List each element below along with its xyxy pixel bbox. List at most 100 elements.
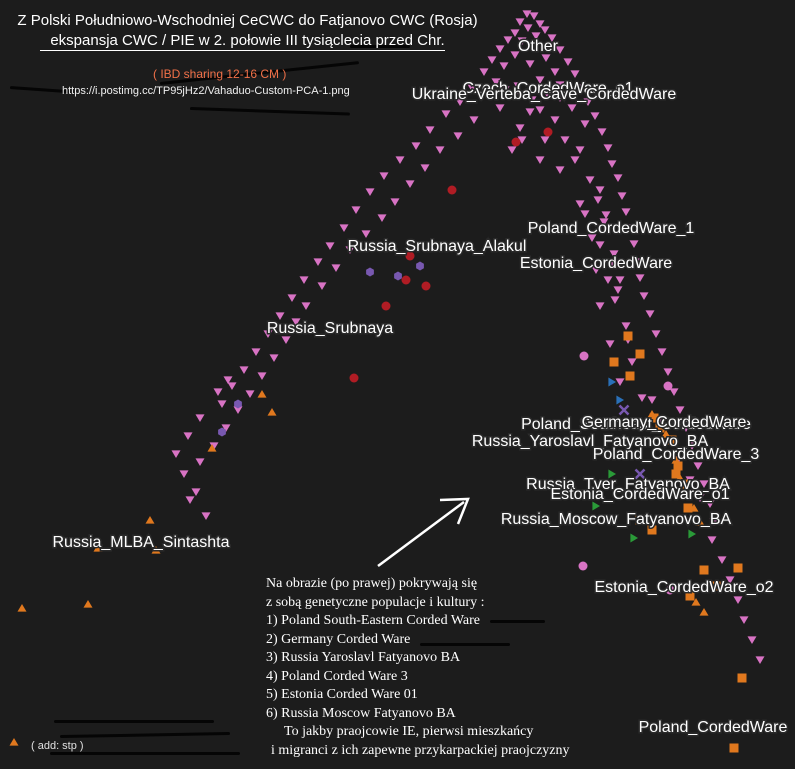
population-label-halo: Estonia_CordedWare [520, 255, 672, 272]
point-pink-triangle-down [675, 406, 685, 415]
point-pink-triangle-down [531, 32, 541, 41]
point-pink-triangle-down [495, 45, 505, 54]
point-orange-square [673, 461, 683, 471]
population-label: Russia_Moscow_Fatyanovo_BA [501, 511, 732, 528]
point-pink-triangle-down [575, 200, 585, 209]
point-pink-triangle-down [587, 234, 597, 243]
point-pink-triangle-down [580, 120, 590, 129]
point-orange-square [625, 371, 635, 381]
point-pink-triangle-down [560, 136, 570, 145]
point-orange-triangle-up [93, 543, 103, 552]
point-pink-triangle-down [515, 124, 525, 133]
point-orange-square [711, 581, 721, 591]
point-pink-triangle-down [535, 76, 545, 85]
point-pink-triangle-down [725, 576, 735, 585]
point-orange-triangle-up [691, 597, 701, 606]
point-pink-triangle-down [217, 400, 227, 409]
black-marker-stroke [54, 720, 214, 723]
point-pink-triangle-down [183, 432, 193, 441]
point-pink-triangle-down [645, 310, 655, 319]
point-pink-triangle-down [669, 388, 679, 397]
point-pink-triangle-down [495, 104, 505, 113]
point-pink-triangle-down [550, 68, 560, 77]
point-orange-triangle-up [9, 737, 19, 746]
point-pink-triangle-down [213, 388, 223, 397]
point-red-circle [511, 137, 521, 147]
point-pink-triangle-down [709, 518, 719, 527]
point-pink-triangle-down [693, 462, 703, 471]
point-pink-triangle-down [605, 340, 615, 349]
point-pink-triangle-down [657, 348, 667, 357]
point-orange-triangle-up [267, 407, 277, 416]
point-pink-triangle-down [555, 166, 565, 175]
point-pink-triangle-down [467, 84, 477, 93]
point-pink-triangle-down [257, 372, 267, 381]
point-pink-triangle-down [563, 58, 573, 67]
population-label: Russia_MLBA_Sintashta [53, 534, 230, 551]
point-pink-triangle-down [453, 132, 463, 141]
point-pink-triangle-down [599, 218, 609, 227]
point-orange-square [623, 331, 633, 341]
population-label: Estonia_CordedWare [520, 255, 672, 272]
point-pink-triangle-down [301, 302, 311, 311]
population-label-halo: Russia_Yaroslavl_Fatyanovo_BA [472, 433, 709, 450]
point-pink-triangle-down [527, 96, 537, 105]
point-red-circle [349, 373, 359, 383]
black-marker-stroke [420, 643, 510, 646]
point-pink-triangle-down [281, 336, 291, 345]
population-label: Russia_Srubnaya_Alakul [348, 238, 527, 255]
point-pink-triangle-down [209, 442, 219, 451]
point-orange-square [699, 565, 709, 575]
point-purple-hexagon [366, 267, 374, 277]
point-pink-triangle-down [441, 110, 451, 119]
annotation-line: 4) Poland Corded Ware 3 [266, 668, 408, 684]
point-pink-triangle-down [647, 396, 657, 405]
point-pink-triangle-down [541, 54, 551, 63]
point-pink-triangle-down [395, 156, 405, 165]
point-pink-triangle-down [595, 241, 605, 250]
point-pink-triangle-down [535, 156, 545, 165]
population-label-halo: Russia_MLBA_Sintashta [53, 534, 230, 551]
point-pink-triangle-down [179, 470, 189, 479]
point-pink-triangle-down [603, 276, 613, 285]
point-pink-triangle-down [517, 136, 527, 145]
point-pink-triangle-down [269, 354, 279, 363]
point-orange-triangle-up [695, 517, 705, 526]
point-pink-triangle-down [577, 84, 587, 93]
point-pink-triangle-down [639, 292, 649, 301]
point-orange-triangle-up [207, 443, 217, 452]
point-pink-triangle-down [491, 78, 501, 87]
point-pink-triangle-down [687, 442, 697, 451]
point-orange-square [667, 435, 677, 445]
point-pink-triangle-down [233, 406, 243, 415]
point-pink-triangle-down [525, 60, 535, 69]
point-pink-triangle-down [251, 348, 261, 357]
point-pink-circle [665, 585, 675, 595]
title-line-2: ekspansja CWC / PIE w 2. połowie III tys… [50, 32, 445, 49]
point-pink-triangle-down [540, 136, 550, 145]
point-purple-hexagon [234, 399, 242, 409]
population-label-halo: Czech_CordedWare_o1 [462, 80, 633, 97]
point-pink-triangle-down [345, 246, 355, 255]
population-label: Poland_CordedWare_1 [528, 220, 695, 237]
point-pink-triangle-down [613, 174, 623, 183]
point-pink-triangle-down [227, 382, 237, 391]
point-pink-triangle-down [717, 556, 727, 565]
point-orange-square [679, 479, 689, 489]
point-pink-triangle-down [522, 10, 532, 19]
point-orange-triangle-up [699, 607, 709, 616]
point-pink-triangle-down [580, 210, 590, 219]
point-pink-triangle-down [379, 172, 389, 181]
point-pink-triangle-down [535, 20, 545, 29]
population-label: Russia_Yaroslavl_Fatyanovo_BA [472, 433, 709, 450]
point-orange-square [609, 357, 619, 367]
point-pink-triangle-down [570, 156, 580, 165]
point-pink-triangle-down [299, 276, 309, 285]
point-pink-triangle-down [733, 596, 743, 605]
source-url: https://i.postimg.cc/TP95jHz2/Vahaduo-Cu… [62, 85, 350, 97]
point-pink-triangle-down [570, 70, 580, 79]
point-pink-triangle-down [747, 636, 757, 645]
point-orange-square [733, 563, 743, 573]
point-pink-triangle-down [617, 192, 627, 201]
